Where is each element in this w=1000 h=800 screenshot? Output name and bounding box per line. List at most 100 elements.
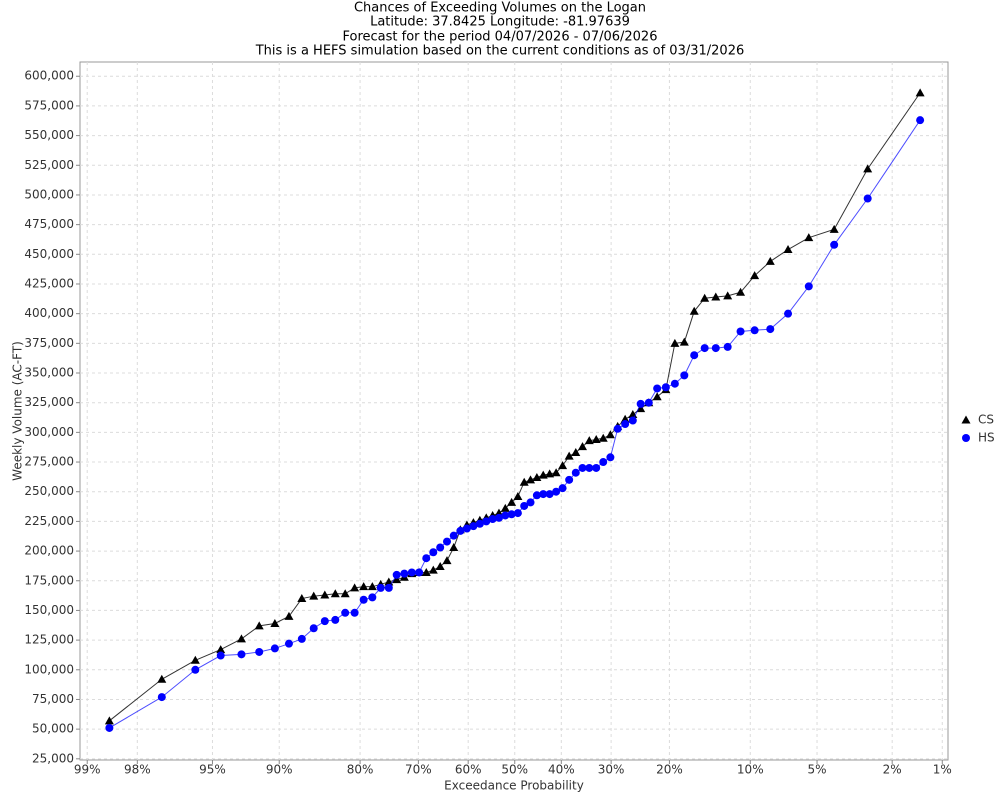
marker [578,463,587,472]
marker [270,644,279,653]
marker [804,282,813,291]
marker [368,593,377,602]
x-tick-label: 10% [737,763,764,777]
marker [157,674,167,683]
plot-area [79,61,949,761]
marker [488,515,497,524]
marker [551,468,561,477]
marker [552,487,561,496]
y-tick-label: 475,000 [24,217,74,231]
marker [443,537,452,546]
marker [571,448,581,457]
series [105,116,925,732]
marker [606,453,615,462]
marker [340,589,350,598]
marker [435,562,445,571]
x-tick-label: 99% [74,763,101,777]
marker [216,645,226,654]
marker [216,651,225,660]
y-tick-label: 300,000 [24,425,74,439]
x-tick-label: 70% [405,763,432,777]
y-tick-label: 575,000 [24,98,74,112]
marker [558,484,567,493]
marker [736,327,745,336]
marker [653,384,662,393]
marker [469,522,478,531]
marker [449,543,459,552]
y-tick-label: 175,000 [24,573,74,587]
x-tick-label: 90% [266,763,293,777]
y-tick-label: 350,000 [24,366,74,380]
marker [636,399,645,408]
marker [422,554,431,563]
marker [284,611,294,620]
marker [449,531,458,540]
marker [359,595,368,604]
marker [766,325,775,334]
marker [916,116,925,125]
marker [520,501,529,510]
y-tick-label: 250,000 [24,484,74,498]
y-tick-label: 75,000 [32,692,74,706]
marker [190,655,200,664]
marker [392,575,402,584]
y-tick-label: 425,000 [24,276,74,290]
marker [526,498,535,507]
marker [915,88,925,97]
marker [367,582,377,591]
marker [628,416,637,425]
y-tick-label: 325,000 [24,395,74,409]
marker [462,524,471,533]
marker [350,608,359,617]
y-tick-label: 100,000 [24,662,74,676]
marker [711,292,721,301]
marker [598,433,608,442]
y-tick-label: 200,000 [24,544,74,558]
marker [519,477,529,486]
x-tick-label: 40% [548,763,575,777]
marker [783,245,793,254]
marker [584,436,594,445]
marker [376,583,385,592]
x-tick-label: 5% [808,763,827,777]
marker [392,570,401,579]
marker [723,342,732,351]
marker [331,615,340,624]
marker [428,565,438,574]
marker [784,309,793,318]
chart-title: Chances of Exceeding Volumes on the Loga… [354,1,646,16]
marker [829,224,839,233]
marker [532,472,542,481]
marker [539,490,548,499]
marker [429,548,438,557]
grid [80,62,948,760]
marker [350,583,360,592]
marker [421,567,431,576]
marker [750,271,760,280]
marker [507,497,517,506]
marker [254,621,264,630]
marker [456,526,465,535]
marker [621,420,630,429]
marker [270,618,280,627]
marker [661,383,670,392]
marker [652,392,662,401]
marker [750,326,759,335]
marker [236,634,246,643]
marker [700,344,709,353]
marker [407,568,416,577]
marker [736,287,746,296]
marker [191,665,200,674]
chart-subtitle: This is a HEFS simulation based on the c… [255,44,745,59]
marker [613,424,622,433]
marker [501,511,510,520]
marker [700,293,710,302]
y-tick-label: 125,000 [24,633,74,647]
y-tick-label: 150,000 [24,603,74,617]
marker [670,379,679,388]
marker [400,569,409,578]
marker [830,240,839,249]
x-tick-label: 1% [933,763,952,777]
marker [330,589,340,598]
